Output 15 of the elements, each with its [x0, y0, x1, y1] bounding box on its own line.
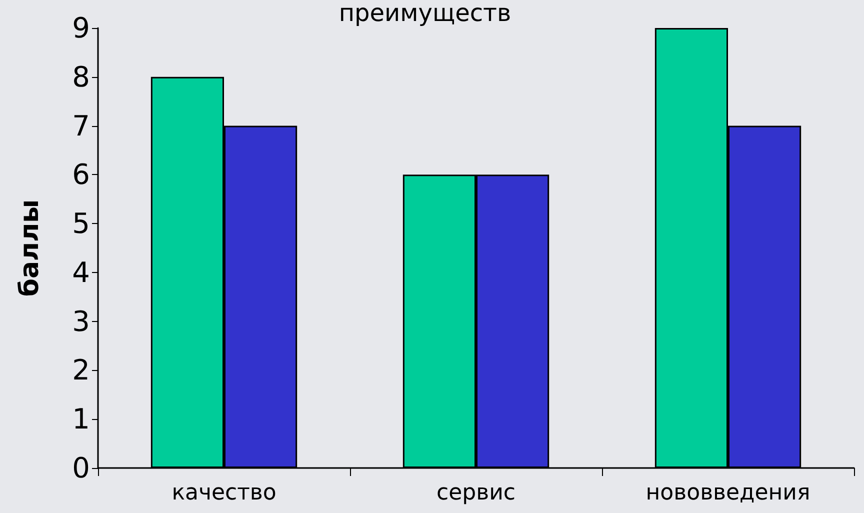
x-tick-label: нововведения: [646, 480, 810, 506]
y-tick-label: 5: [72, 207, 90, 240]
y-tick-label: 2: [72, 354, 90, 387]
y-tick-label: 9: [72, 12, 90, 44]
y-tick-label: 1: [72, 402, 90, 436]
x-tick-label: качество: [172, 480, 276, 506]
y-tick-label: 6: [72, 158, 90, 192]
y-tick-label: 4: [72, 256, 90, 289]
chart-title: преимуществ: [338, 0, 512, 27]
y-tick-label: 3: [72, 304, 90, 338]
x-tick-label: сервис: [436, 480, 516, 506]
y-tick-label: 8: [72, 60, 90, 94]
y-axis-title: баллы: [15, 199, 45, 297]
y-tick-label: 7: [72, 109, 90, 142]
y-tick-label: 0: [72, 452, 90, 484]
